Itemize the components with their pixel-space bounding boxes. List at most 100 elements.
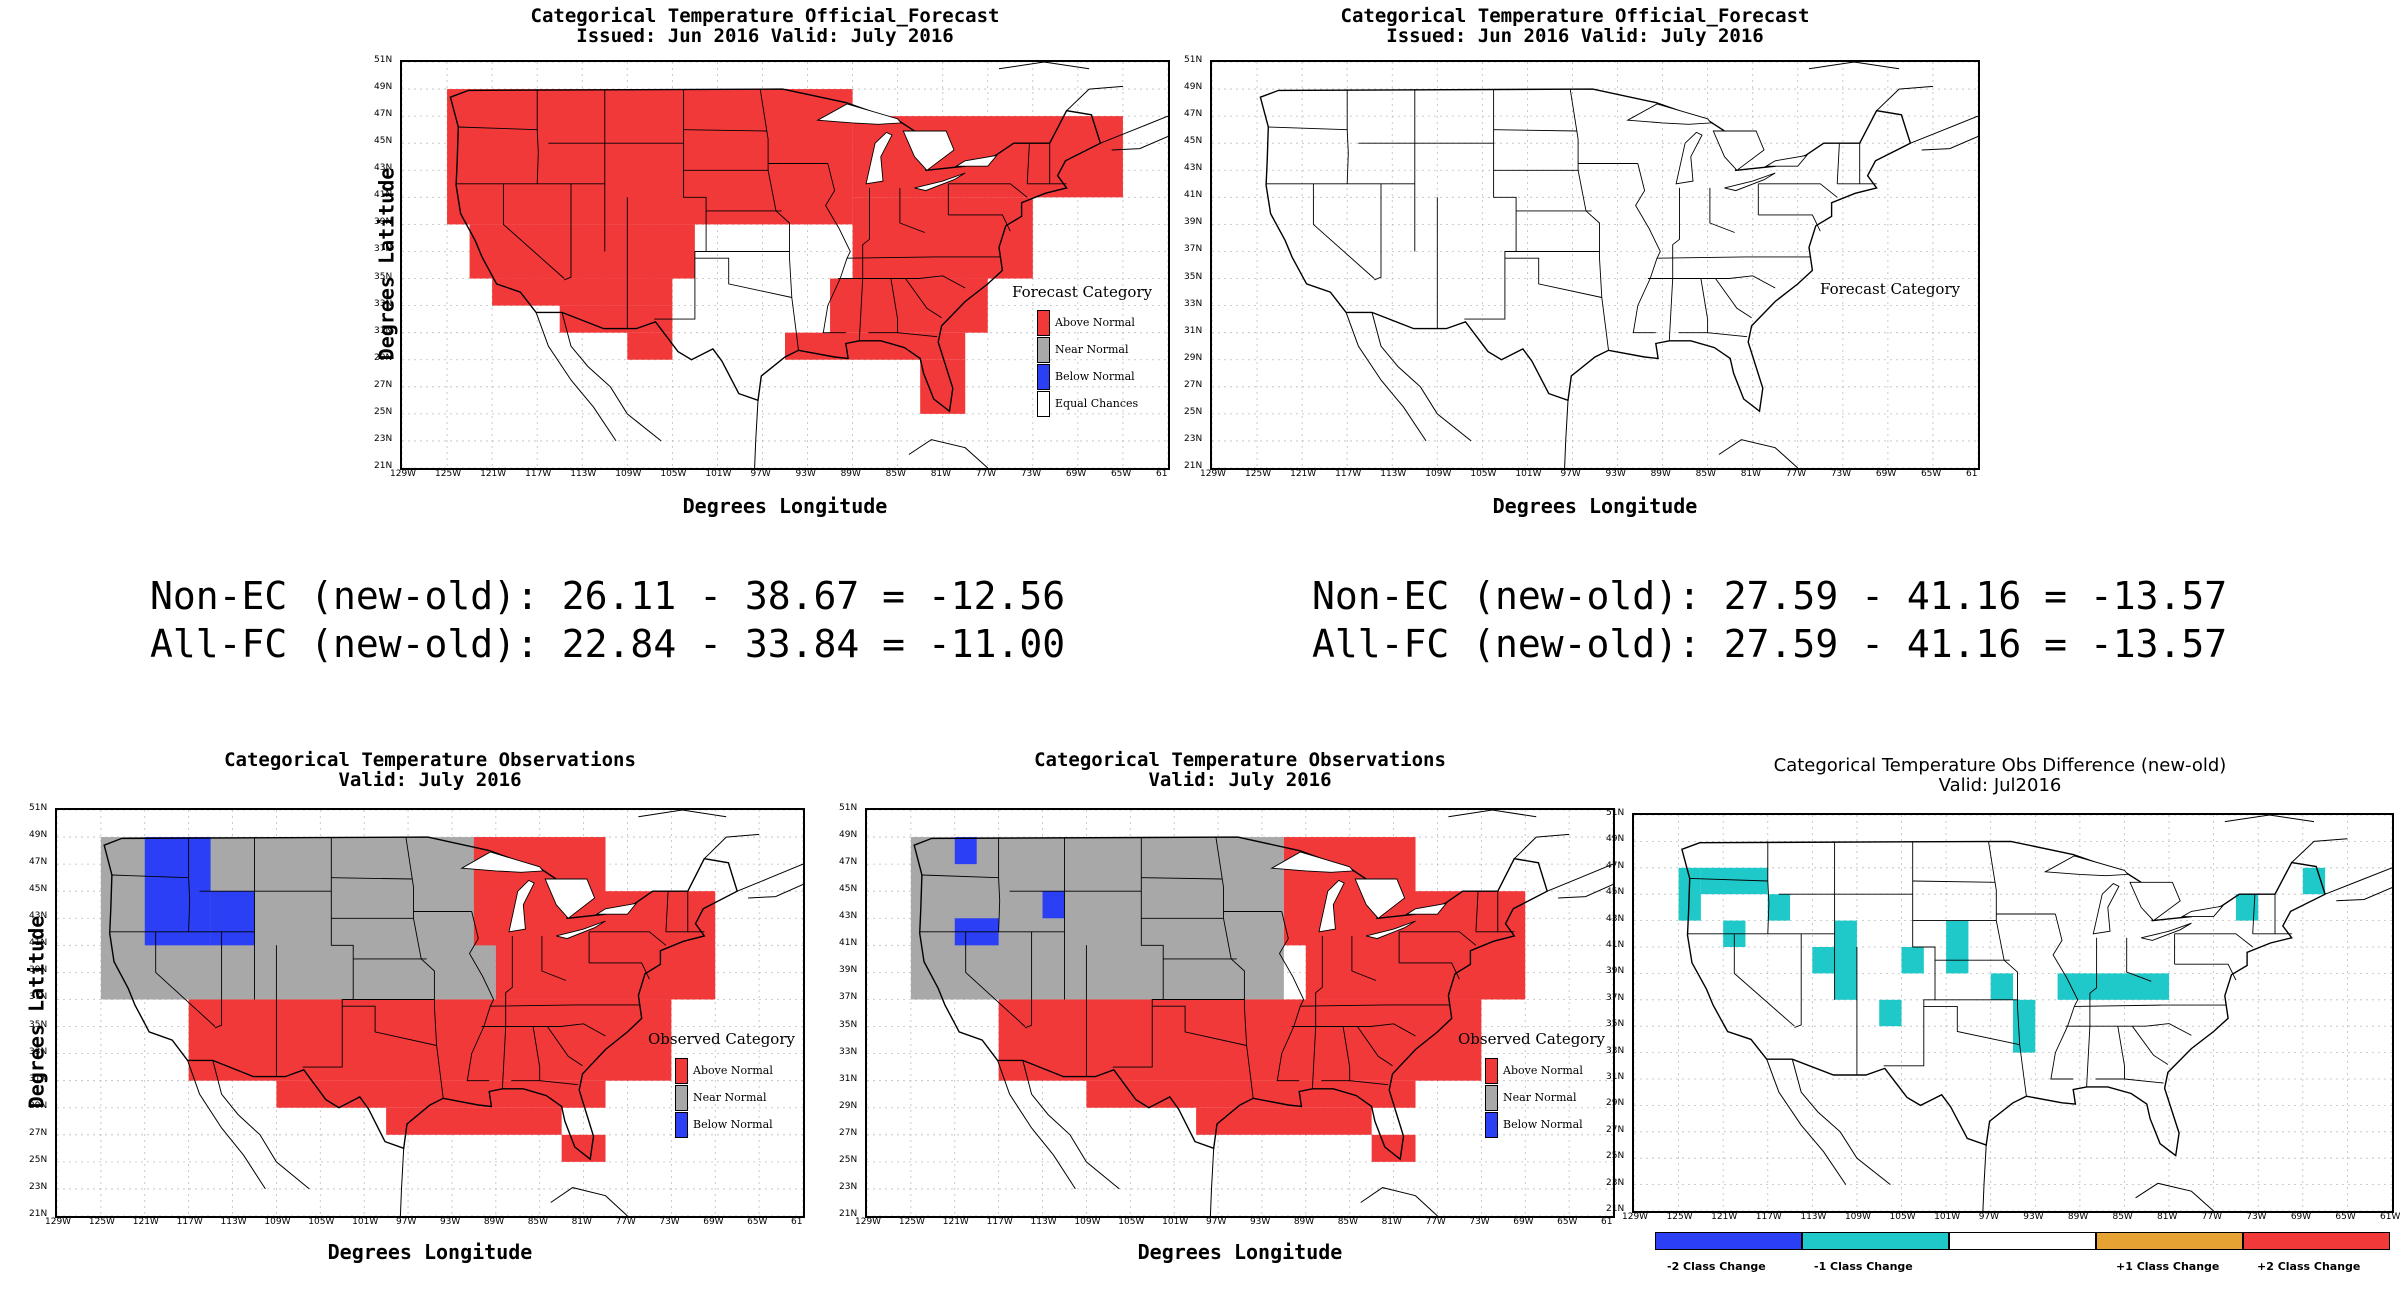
- lat-tick-label: 33N: [1184, 298, 1203, 309]
- category-cell: [1990, 973, 2013, 1000]
- coastline: [1371, 312, 1472, 442]
- state-boundary: [1300, 1004, 1450, 1007]
- lon-tick-label: 73W: [1469, 1217, 1490, 1227]
- state-boundary: [502, 183, 565, 279]
- map-svg: [1212, 62, 1978, 468]
- lon-tick-label: 61W: [2380, 1212, 2400, 1222]
- lon-tick-label: 73W: [2246, 1212, 2267, 1222]
- category-cell: [1812, 947, 1835, 974]
- lon-tick-label: 121W: [1711, 1212, 1738, 1222]
- chart-title: Categorical Temperature Official_Forecas…: [1340, 5, 1810, 27]
- lat-tick-label: 27N: [1606, 1124, 1625, 1135]
- legend-swatch: [1037, 391, 1050, 417]
- lat-tick-label: 39N: [29, 965, 48, 976]
- lat-tick-label: 39N: [839, 965, 858, 976]
- lat-tick-label: 51N: [29, 803, 48, 813]
- lon-tick-label: 77W: [975, 469, 997, 479]
- x-axis-label: Degrees Longitude: [327, 1240, 533, 1264]
- state-boundary: [858, 187, 870, 341]
- state-boundary: [948, 214, 1011, 232]
- category-cell: [2302, 867, 2326, 895]
- category-cell: [492, 278, 673, 306]
- great-lake: [816, 103, 902, 125]
- state-boundary: [1709, 187, 1735, 233]
- lon-tick-label: 89W: [483, 1217, 505, 1227]
- legend-swatch: [675, 1085, 688, 1111]
- legend-swatch: [1037, 310, 1050, 336]
- lat-tick-label: 29N: [839, 1100, 858, 1111]
- state-boundary: [589, 931, 667, 946]
- legend-swatch: [1037, 337, 1050, 363]
- lon-tick-label: 109W: [1425, 469, 1452, 479]
- great-lake: [508, 879, 535, 933]
- state-boundary: [405, 837, 444, 1099]
- lon-tick-label: 97W: [396, 1217, 417, 1227]
- lat-tick-label: 41N: [839, 938, 858, 949]
- coastline: [2224, 815, 2315, 823]
- coastline: [561, 312, 662, 442]
- lat-tick-label: 21N: [29, 1209, 48, 1219]
- state-boundary: [1733, 933, 1795, 1027]
- lon-tick-label: 129W: [45, 1217, 72, 1227]
- lon-tick-label: 125W: [1245, 469, 1272, 479]
- state-boundary: [1689, 877, 1768, 882]
- lat-tick-label: 45N: [1184, 136, 1203, 147]
- lat-tick-label: 49N: [839, 830, 858, 841]
- lat-tick-label: 41N: [374, 190, 393, 201]
- lon-tick-label: 65W: [747, 1217, 768, 1227]
- category-cell: [1767, 894, 1791, 921]
- legend-item-label: Near Normal: [1503, 1091, 1577, 1104]
- category-cell: [1879, 999, 1902, 1027]
- lat-tick-label: 31N: [839, 1073, 858, 1084]
- state-boundary: [1912, 880, 1996, 883]
- stats-left-line1: Non-EC (new-old): 26.11 - 38.67 = -12.56: [150, 574, 1066, 618]
- state-boundary: [1836, 143, 1840, 184]
- lat-tick-label: 35N: [1606, 1019, 1625, 1030]
- great-lake: [2141, 922, 2192, 941]
- state-boundary: [511, 1026, 541, 1082]
- great-lake: [1712, 130, 1765, 171]
- colorbar-segment: [2243, 1232, 2390, 1250]
- lon-tick-label: 105W: [1470, 469, 1497, 479]
- category-cell: [2057, 973, 2170, 1000]
- lat-tick-label: 35N: [29, 1019, 48, 1030]
- category-cell: [1834, 920, 1857, 1000]
- x-axis-label: Degrees Longitude: [1492, 494, 1698, 518]
- lat-tick-label: 25N: [1606, 1151, 1625, 1162]
- state-boundary: [1399, 931, 1477, 946]
- lat-tick-label: 35N: [374, 271, 393, 282]
- lon-tick-label: 97W: [1206, 1217, 1227, 1227]
- state-boundary: [1668, 187, 1680, 341]
- lon-tick-label: 113W: [1380, 469, 1407, 479]
- coastline: [1791, 1059, 1891, 1185]
- lat-tick-label: 43N: [1184, 163, 1203, 174]
- obs-panel-mid: Categorical Temperature Observations Val…: [810, 750, 1670, 790]
- state-boundary: [1141, 877, 1223, 880]
- map-svg: [402, 62, 1168, 468]
- category-cell: [447, 89, 853, 225]
- lon-tick-label: 85W: [2112, 1212, 2133, 1222]
- state-boundary: [1374, 183, 1382, 281]
- category-cell: [210, 891, 255, 946]
- state-boundary: [1349, 1080, 1389, 1086]
- state-boundary: [759, 89, 799, 351]
- state-boundary: [2086, 937, 2098, 1087]
- lat-tick-label: 39N: [374, 217, 393, 228]
- great-lake: [1405, 902, 1448, 915]
- category-cell: [469, 224, 695, 279]
- legend-swatch: [675, 1112, 688, 1138]
- state-boundary: [846, 256, 1001, 259]
- lon-tick-label: 129W: [1622, 1212, 1649, 1222]
- lon-tick-label: 109W: [615, 469, 642, 479]
- lon-tick-label: 113W: [1030, 1217, 1057, 1227]
- state-boundary: [2095, 1026, 2125, 1080]
- legend-swatch: [1485, 1112, 1498, 1138]
- lat-tick-label: 25N: [29, 1154, 48, 1165]
- coastline: [550, 1187, 628, 1216]
- great-lake: [595, 902, 638, 915]
- coastline: [1547, 863, 1613, 892]
- state-boundary: [501, 935, 513, 1089]
- lat-tick-label: 51N: [1184, 55, 1203, 65]
- lat-tick-label: 31N: [374, 325, 393, 336]
- lon-tick-label: 101W: [705, 469, 732, 479]
